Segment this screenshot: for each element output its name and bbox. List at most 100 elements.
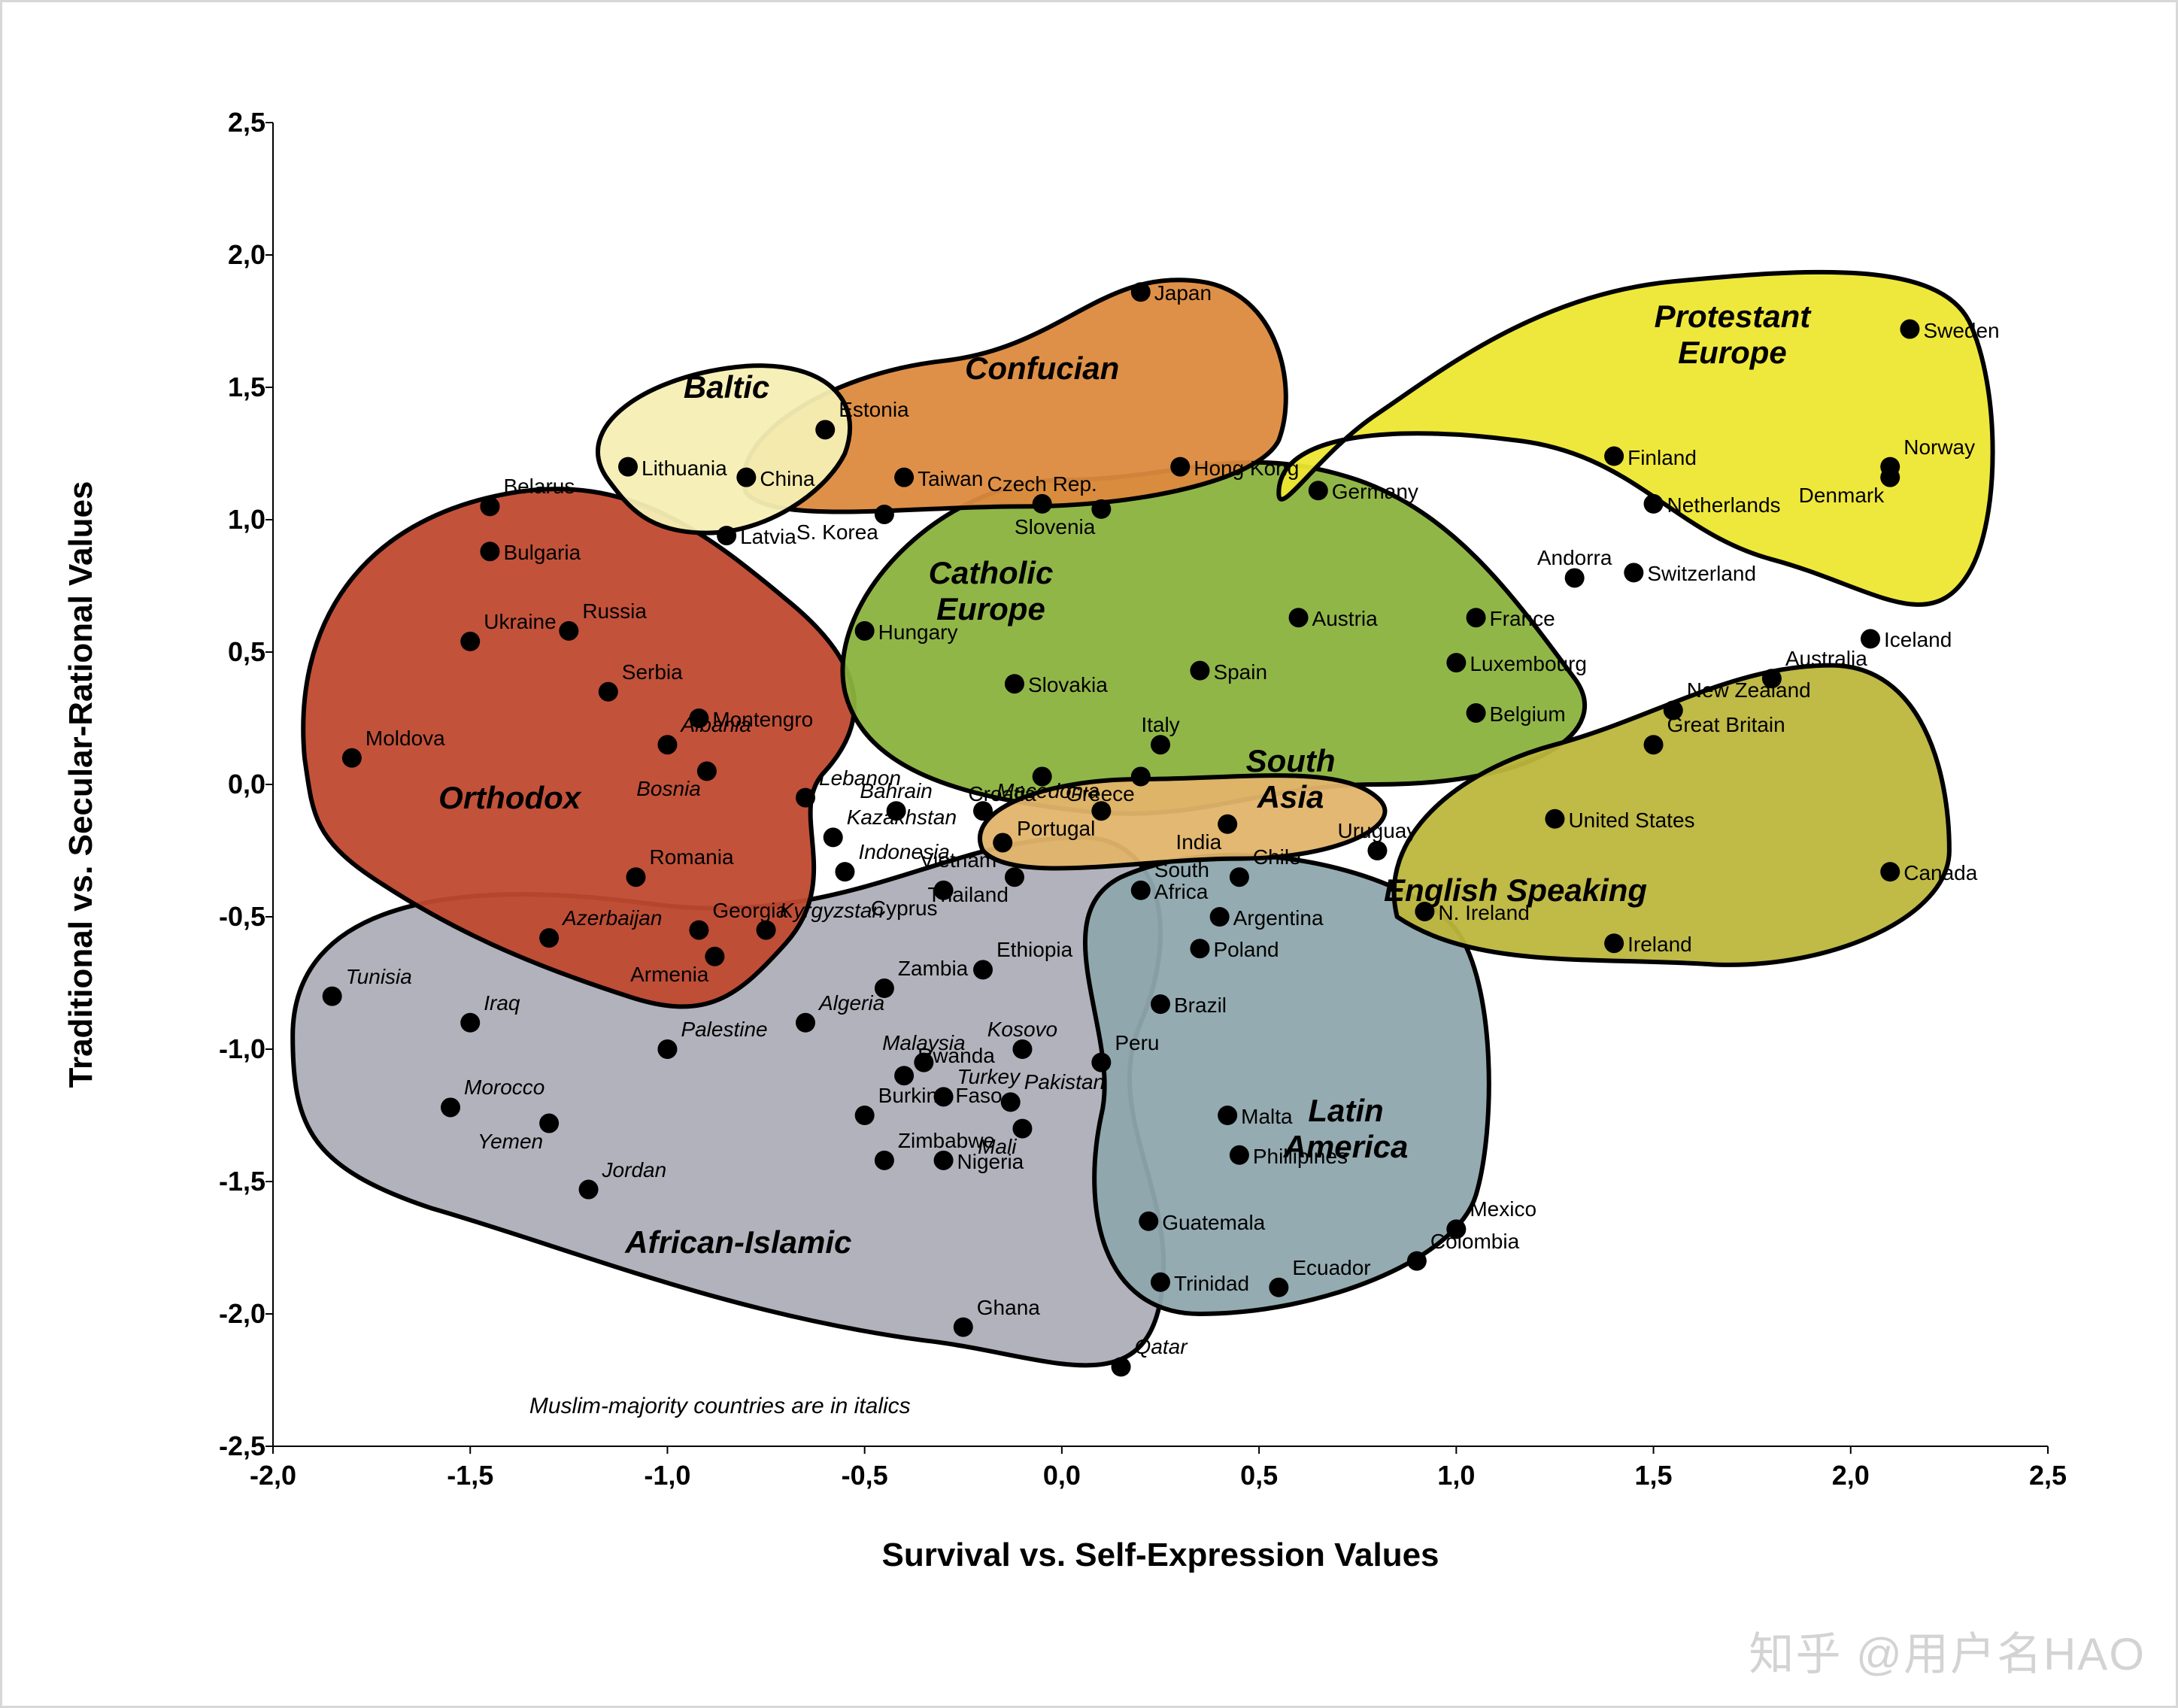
country-label: Belgium [1490,702,1566,727]
country-label: Switzerland [1647,562,1756,586]
country-label: India [1175,830,1221,854]
region-label: English Speaking [1384,872,1647,909]
country-label: Macedonia [996,779,1100,803]
country-label: Brazil [1174,994,1227,1018]
country-label: Japan [1154,281,1212,305]
chart-wrap: Traditional vs. Secular-Rational Values … [77,77,2108,1612]
country-label: Finland [1627,446,1697,470]
y-tick: -0,5 [175,901,265,933]
country-label: Albania [681,713,751,737]
country-label: Ghana [977,1296,1040,1320]
country-label: Tunisia [346,965,412,989]
x-tick: 0,5 [1221,1460,1297,1491]
country-label: Australia [1785,647,1867,671]
x-tick: 0,0 [1024,1460,1100,1491]
country-label: Great Britain [1667,713,1785,737]
region-label: Baltic [684,369,769,405]
country-label: Ukraine [484,610,556,634]
country-label: N. Ireland [1438,901,1529,925]
country-label: Azerbaijan [563,906,662,930]
country-label: France [1490,607,1555,631]
country-label: S. Korea [796,520,878,545]
country-label: Germany [1332,480,1418,504]
country-label: Phillipines [1253,1145,1348,1169]
plot-area: SwedenNorwayDenmarkFinlandNetherlandsGer… [273,123,2048,1446]
country-label: Malaysia [882,1031,965,1055]
country-label: Czech Rep. [987,472,1097,496]
country-label: Vietnam [920,848,996,872]
country-label: Latvia [740,525,796,549]
region-label: African-Islamic [625,1224,851,1261]
y-tick: -1,5 [175,1166,265,1197]
country-label: Jordan [602,1158,667,1182]
region-label: SouthAsia [1246,743,1336,815]
country-label: Algeria [819,991,884,1015]
y-tick: 0,0 [175,769,265,800]
y-tick: 1,0 [175,504,265,535]
country-label: Iraq [484,991,520,1015]
country-label: Portugal [1017,817,1095,841]
y-tick: 0,5 [175,636,265,668]
country-label: Poland [1213,938,1279,962]
region-label: ProtestantEurope [1655,299,1811,371]
country-label: Armenia [630,963,708,987]
country-label: Mali [978,1135,1016,1159]
x-tick: -2,0 [235,1460,311,1491]
x-tick: 2,0 [1813,1460,1888,1491]
country-label: Zambia [898,957,968,981]
country-label: Chile [1253,845,1301,869]
country-label: Kyrgyzstan [780,899,884,923]
country-label: Norway [1903,435,1975,460]
country-label: Thailand [928,883,1009,907]
x-axis-label: Survival vs. Self-Expression Values [273,1537,2048,1574]
country-label: Colombia [1430,1230,1519,1254]
country-label: Hungary [878,620,958,645]
country-label: Nigeria [957,1150,1024,1174]
country-label: China [760,467,814,491]
y-tick: 2,5 [175,107,265,138]
country-label: Palestine [681,1018,767,1042]
y-axis-label: Traditional vs. Secular-Rational Values [62,123,100,1446]
country-label: Canada [1903,861,1977,885]
country-label: Trinidad [1174,1272,1249,1296]
footnote: Muslim-majority countries are in italics [529,1394,911,1419]
country-label: Slovenia [1015,515,1095,539]
country-label: Rwanda [918,1044,995,1068]
country-label: Ecuador [1292,1256,1370,1280]
country-label: Iceland [1884,628,1952,652]
x-tick: -1,5 [432,1460,508,1491]
country-label: Indonesia [858,840,949,864]
country-label: United States [1568,808,1694,833]
country-label: Bosnia [636,777,701,801]
x-tick: -1,0 [629,1460,705,1491]
country-label: Montengro [712,708,813,732]
country-label: Austria [1312,607,1378,631]
country-label: Lebanon [819,766,901,790]
country-label: Burkina Faso [878,1084,1003,1108]
chart-frame: Traditional vs. Secular-Rational Values … [0,0,2178,1708]
country-label: Belarus [503,475,575,499]
country-label: Sweden [1923,319,1999,343]
country-label: Russia [582,599,647,623]
country-label: Ireland [1627,933,1692,957]
region-label: CatholicEurope [929,555,1054,627]
y-tick: 2,0 [175,239,265,271]
country-label: Croatia [968,782,1036,806]
x-tick: -0,5 [827,1460,902,1491]
country-label: Bahrain [860,779,933,803]
x-tick: 1,0 [1418,1460,1494,1491]
country-label: Guatemala [1162,1211,1265,1235]
watermark: 知乎 @用户名HAO [1749,1618,2146,1683]
country-label: Greece [1066,782,1135,806]
country-label: Yemen [478,1130,543,1154]
country-label: Bulgaria [503,541,581,565]
country-label: Zimbabwe [898,1129,995,1153]
country-label: Georgia [712,899,787,923]
x-tick: 2,5 [2010,1460,2085,1491]
country-label: Lithuania [642,457,727,481]
country-label: Denmark [1799,484,1885,508]
country-label: Estonia [839,398,909,422]
y-tick: -1,0 [175,1033,265,1065]
country-label: Hong Kong [1194,457,1299,481]
country-label: Andorra [1537,546,1612,570]
